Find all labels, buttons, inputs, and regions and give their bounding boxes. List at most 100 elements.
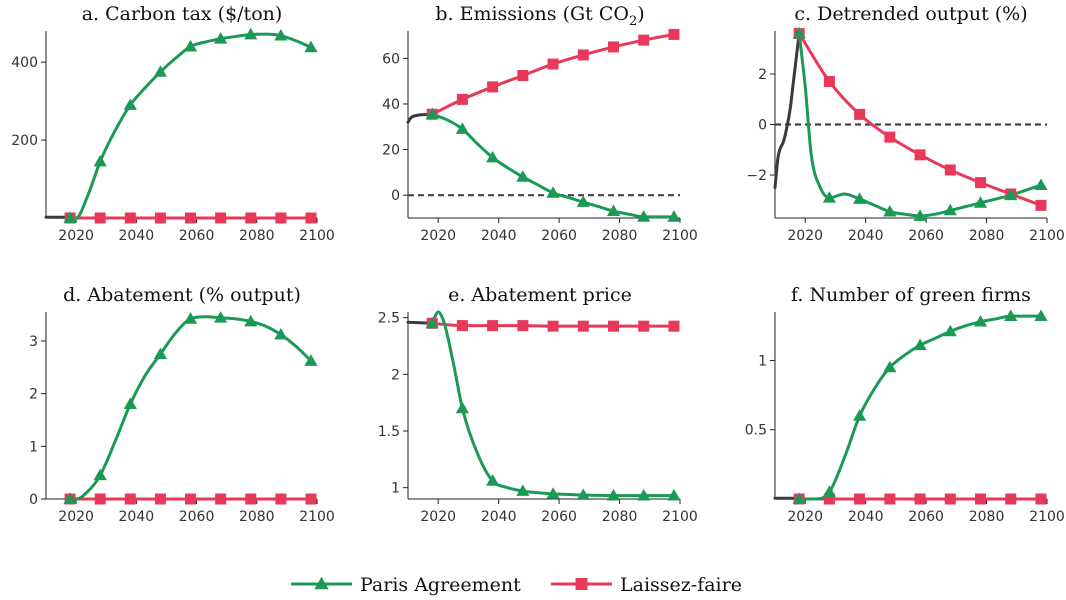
paris-marker bbox=[244, 27, 258, 40]
y-tick-label: 2 bbox=[29, 387, 38, 403]
panel-title-text: f. Number of green firms bbox=[791, 284, 1031, 306]
laissez-faire-marker bbox=[517, 320, 529, 332]
paris-marker bbox=[822, 485, 836, 497]
x-tick-label: 2040 bbox=[119, 509, 155, 525]
laissez-faire-marker bbox=[305, 493, 317, 505]
paris-marker bbox=[455, 122, 469, 134]
laissez-faire-marker bbox=[305, 212, 317, 224]
paris-marker bbox=[883, 360, 897, 373]
y-tick-label: −2 bbox=[746, 168, 767, 184]
paris-marker bbox=[667, 488, 681, 501]
paris-marker bbox=[606, 204, 621, 217]
paris-marker bbox=[516, 484, 530, 496]
laissez-faire-marker bbox=[215, 493, 227, 505]
x-tick-label: 2080 bbox=[969, 228, 1005, 244]
paris-marker bbox=[63, 492, 77, 504]
panel-title-text: c. Detrended output (%) bbox=[794, 3, 1027, 25]
laissez-faire-marker bbox=[944, 164, 956, 176]
panel-a: a. Carbon tax ($/ton) 2020 2040 2060 2080 210… bbox=[11, 3, 335, 244]
paris-marker bbox=[1004, 188, 1018, 201]
x-tick-label: 2060 bbox=[908, 509, 944, 525]
paris-marker bbox=[63, 211, 77, 223]
laissez-faire-marker bbox=[456, 93, 468, 105]
panel-title: b. Emissions (Gt CO2) bbox=[435, 3, 644, 29]
laissez-faire-marker bbox=[487, 320, 499, 332]
series-line-laissez-faire bbox=[431, 32, 675, 116]
panel-d: d. Abatement (% output) 2020 2040 2060 2080 2… bbox=[29, 284, 335, 525]
history-line bbox=[406, 112, 434, 124]
y-tick-label: 1 bbox=[391, 481, 400, 497]
x-tick-label: 2060 bbox=[908, 228, 944, 244]
paris-marker bbox=[853, 409, 867, 421]
x-tick-label: 2100 bbox=[1029, 228, 1065, 244]
series-line-paris bbox=[430, 310, 674, 498]
legend-entry-paris: Paris Agreement bbox=[291, 574, 521, 596]
panel-title: a. Carbon tax ($/ton) bbox=[82, 3, 283, 25]
x-tick-label: 2040 bbox=[119, 228, 155, 244]
paris-marker bbox=[304, 40, 318, 53]
paris-marker bbox=[1034, 178, 1048, 191]
paris-marker bbox=[576, 195, 590, 207]
x-tick-label: 2020 bbox=[787, 509, 823, 525]
series-line-laissez-faire bbox=[797, 32, 1042, 207]
paris-marker bbox=[1034, 309, 1048, 322]
paris-marker bbox=[973, 196, 988, 208]
laissez-faire-marker bbox=[275, 212, 287, 224]
laissez-faire-marker bbox=[638, 34, 650, 46]
laissez-faire-marker bbox=[547, 58, 559, 70]
panel-c: c. Detrended output (%) 2020 2040 2060 2080 2… bbox=[746, 3, 1064, 244]
panel-title: d. Abatement (% output) bbox=[63, 284, 301, 306]
paris-marker bbox=[853, 192, 867, 204]
y-tick-label: 400 bbox=[11, 55, 38, 71]
laissez-faire-marker bbox=[245, 493, 257, 505]
panel-title-text: d. Abatement (% output) bbox=[63, 284, 301, 306]
laissez-faire-marker bbox=[914, 493, 926, 505]
paris-marker bbox=[274, 327, 288, 340]
laissez-faire-marker bbox=[1035, 493, 1047, 505]
paris-marker bbox=[546, 186, 560, 198]
legend-marker bbox=[575, 578, 588, 590]
x-tick-label: 2080 bbox=[602, 509, 638, 525]
paris-marker bbox=[214, 311, 228, 323]
laissez-faire-marker bbox=[577, 320, 589, 332]
y-tick-label: 2.5 bbox=[378, 311, 400, 327]
x-tick-label: 2040 bbox=[848, 509, 884, 525]
paris-marker bbox=[123, 98, 137, 110]
series-line-paris bbox=[70, 315, 313, 501]
y-tick-label: 0.5 bbox=[745, 423, 767, 439]
laissez-faire-marker bbox=[1035, 199, 1047, 211]
paris-marker bbox=[183, 312, 198, 324]
panel-title-subscript: 2 bbox=[629, 14, 637, 29]
paris-marker bbox=[274, 28, 288, 41]
x-tick-label: 2020 bbox=[787, 228, 823, 244]
laissez-faire-marker bbox=[608, 41, 620, 53]
laissez-faire-marker bbox=[668, 320, 680, 332]
paris-marker bbox=[1004, 309, 1018, 322]
laissez-faire-marker bbox=[823, 76, 835, 88]
laissez-faire-marker bbox=[124, 212, 136, 224]
paris-marker bbox=[486, 474, 500, 486]
x-tick-label: 2100 bbox=[662, 509, 698, 525]
laissez-faire-marker bbox=[547, 320, 559, 332]
laissez-faire-marker bbox=[94, 493, 106, 505]
paris-marker bbox=[576, 488, 590, 500]
x-tick-label: 2040 bbox=[481, 228, 517, 244]
paris-marker bbox=[183, 39, 198, 52]
x-tick-label: 2080 bbox=[969, 509, 1005, 525]
paris-marker bbox=[93, 154, 107, 167]
x-tick-label: 2040 bbox=[481, 509, 517, 525]
y-tick-label: 2 bbox=[391, 367, 400, 383]
y-tick-label: 0 bbox=[758, 118, 767, 134]
panel-title: f. Number of green firms bbox=[791, 284, 1031, 306]
x-tick-label: 2040 bbox=[848, 228, 884, 244]
x-tick-label: 2020 bbox=[420, 228, 456, 244]
paris-marker bbox=[425, 316, 439, 329]
panel-e: e. Abatement price 2020 2040 2060 2080 2100 1 1… bbox=[378, 284, 698, 525]
panel-title-text: e. Abatement price bbox=[448, 284, 632, 306]
panel-title: c. Detrended output (%) bbox=[794, 3, 1027, 25]
laissez-faire-marker bbox=[456, 320, 468, 332]
y-tick-label: 3 bbox=[29, 334, 38, 350]
laissez-faire-marker bbox=[944, 493, 956, 505]
x-tick-label: 2020 bbox=[420, 509, 456, 525]
